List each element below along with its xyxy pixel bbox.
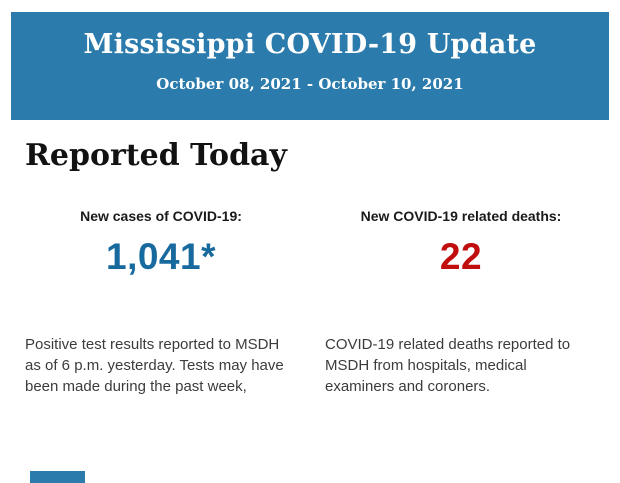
stats-row: New cases of COVID-19: 1,041* Positive t…	[25, 208, 597, 397]
next-section-partial-block	[30, 471, 85, 483]
new-deaths-label: New COVID-19 related deaths:	[360, 208, 562, 224]
new-cases-value: 1,041*	[106, 236, 216, 277]
stat-new-cases: New cases of COVID-19: 1,041* Positive t…	[25, 208, 297, 397]
new-deaths-value: 22	[439, 236, 483, 277]
new-cases-label: New cases of COVID-19:	[80, 208, 242, 224]
new-cases-description: Positive test results reported to MSDH a…	[25, 336, 284, 395]
new-deaths-description: COVID-19 related deaths reported to MSDH…	[325, 336, 571, 395]
page-title: Mississippi COVID-19 Update	[83, 29, 537, 60]
section-heading-reported-today: Reported Today	[25, 138, 287, 173]
newsletter-header: Mississippi COVID-19 Update October 08, …	[11, 12, 609, 120]
stat-new-deaths: New COVID-19 related deaths: 22 COVID-19…	[325, 208, 597, 397]
date-range: October 08, 2021 - October 10, 2021	[156, 75, 464, 93]
